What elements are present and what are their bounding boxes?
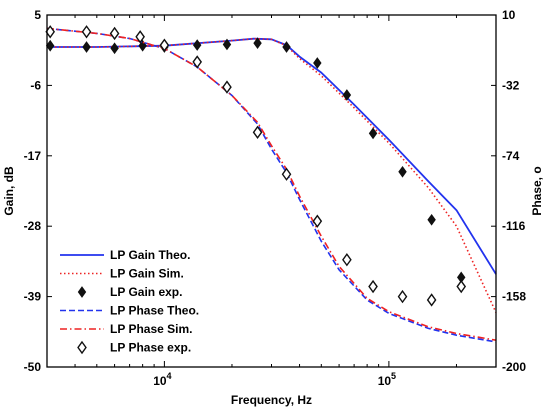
left-axis-label: Gain, dB xyxy=(2,166,16,216)
legend-label: LP Phase Sim. xyxy=(110,322,192,336)
data-point xyxy=(368,127,378,140)
left-axis-ticks: 5 -6 -17 -28 -39 -50 xyxy=(24,8,52,374)
right-tick-label: -32 xyxy=(502,78,520,92)
right-tick-label: -158 xyxy=(502,290,526,304)
data-point xyxy=(282,41,291,53)
series-markers xyxy=(45,37,466,284)
x-tick-label: 105 xyxy=(378,371,396,388)
legend-label: LP Gain Sim. xyxy=(110,267,184,281)
data-point xyxy=(427,213,436,226)
data-point xyxy=(192,55,203,69)
legend-label: LP Phase exp. xyxy=(110,341,191,355)
data-point xyxy=(398,165,407,178)
data-point xyxy=(81,25,92,39)
series-line xyxy=(47,37,497,275)
legend-label: LP Gain Theo. xyxy=(110,248,190,262)
right-axis-ticks: 10 -32 -74 -116 -158 -200 xyxy=(491,8,526,374)
right-tick-label: -200 xyxy=(502,360,526,374)
x-axis-label: Frequency, Hz xyxy=(231,393,312,407)
legend-marker xyxy=(77,286,87,298)
data-point xyxy=(426,293,437,307)
right-tick-label: -116 xyxy=(502,219,526,233)
legend-entry: LP Phase Theo. xyxy=(60,304,199,318)
data-point xyxy=(281,167,292,181)
left-tick-label: -17 xyxy=(24,149,42,163)
plot-frame xyxy=(46,14,497,368)
data-point xyxy=(192,39,202,51)
right-axis-label: Phase, o xyxy=(530,166,544,215)
data-point xyxy=(138,39,147,52)
legend-label: LP Gain exp. xyxy=(110,285,182,299)
data-point xyxy=(313,57,322,69)
data-point xyxy=(222,38,232,51)
data-point xyxy=(368,279,378,294)
left-tick-label: -6 xyxy=(30,78,41,92)
x-tick-label-base: 10 xyxy=(378,374,392,388)
series-markers xyxy=(45,25,467,307)
right-tick-label: 10 xyxy=(502,8,516,22)
data-point xyxy=(135,30,145,44)
legend-marker xyxy=(77,340,87,355)
legend-entry: LP Phase Sim. xyxy=(60,322,192,336)
data-point xyxy=(342,253,352,267)
data-point xyxy=(82,41,91,53)
data-point xyxy=(159,38,170,52)
series-line xyxy=(47,37,497,313)
data-point xyxy=(222,80,232,94)
right-tick-label: -74 xyxy=(502,149,520,163)
plot-series xyxy=(45,25,497,343)
x-tick-label-base: 10 xyxy=(153,374,167,388)
legend-label: LP Phase Theo. xyxy=(110,304,199,318)
data-point xyxy=(342,89,352,101)
left-tick-label: -39 xyxy=(24,290,42,304)
legend-entry: LP Phase exp. xyxy=(77,340,191,355)
legend-entry: LP Gain Sim. xyxy=(60,267,184,281)
data-point xyxy=(110,42,119,55)
x-tick-label-exponent: 5 xyxy=(391,371,396,381)
x-tick-label: 104 xyxy=(153,371,171,388)
left-tick-label: -50 xyxy=(24,360,42,374)
data-point xyxy=(45,39,55,52)
series-line xyxy=(46,27,497,343)
data-point xyxy=(109,26,120,41)
data-point xyxy=(397,289,408,304)
data-point xyxy=(456,279,467,294)
legend-entry: LP Gain exp. xyxy=(77,285,182,299)
data-point xyxy=(252,125,263,140)
data-point xyxy=(312,214,323,228)
legend: LP Gain Theo. LP Gain Sim. LP Gain exp. LP … xyxy=(60,248,199,355)
x-tick-label-exponent: 4 xyxy=(167,371,172,381)
data-point xyxy=(253,37,262,50)
legend-entry: LP Gain Theo. xyxy=(60,248,190,262)
left-tick-label: -28 xyxy=(24,219,42,233)
left-tick-label: 5 xyxy=(34,8,41,22)
